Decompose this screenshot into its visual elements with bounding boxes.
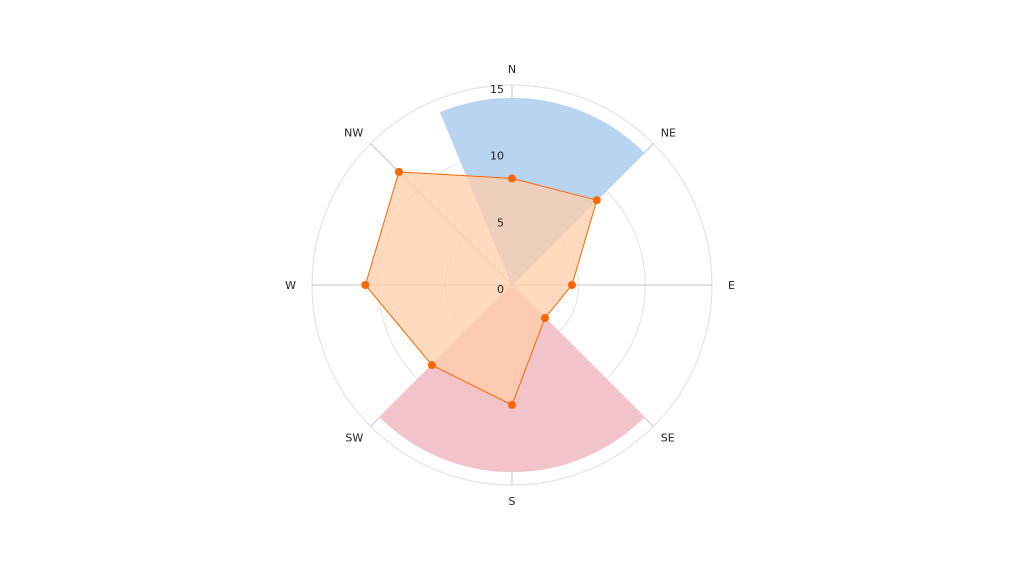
radial-tick-label-0: 0 — [497, 283, 504, 296]
series-point-s[interactable] — [508, 400, 516, 409]
direction-label-n: N — [508, 63, 516, 76]
direction-label-e: E — [728, 279, 735, 292]
radial-tick-label-10: 10 — [490, 150, 504, 163]
series-point-w[interactable] — [361, 281, 370, 289]
series-point-se[interactable] — [540, 313, 549, 322]
series-point-e[interactable] — [567, 281, 576, 289]
direction-label-nw: NW — [344, 126, 363, 139]
radial-tick-label-15: 15 — [490, 83, 504, 96]
series-point-ne[interactable] — [592, 196, 601, 205]
series-point-nw[interactable] — [394, 167, 403, 176]
direction-label-w: W — [285, 279, 296, 292]
direction-label-s: S — [509, 495, 516, 508]
radial-tick-label-5: 5 — [497, 216, 504, 229]
direction-label-sw: SW — [345, 432, 363, 445]
series-point-sw[interactable] — [427, 361, 436, 370]
direction-label-se: SE — [661, 432, 675, 445]
direction-label-ne: NE — [661, 126, 676, 139]
series-layer — [361, 167, 601, 409]
label-layer: N NE E SE S SW W NW 0 5 10 15 — [285, 63, 735, 508]
series-point-n[interactable] — [508, 174, 516, 183]
